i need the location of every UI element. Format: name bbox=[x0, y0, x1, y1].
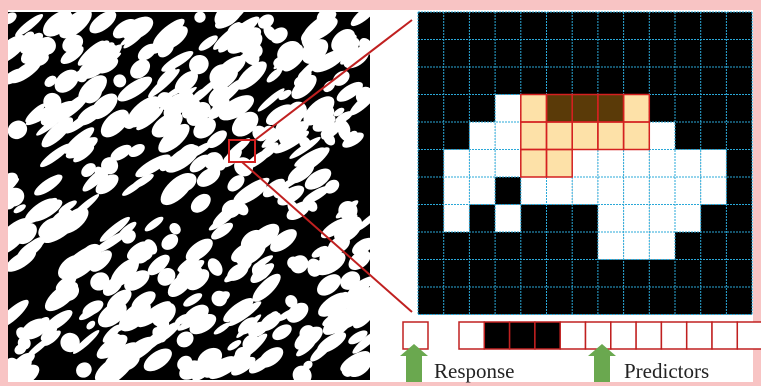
page: {"labels": {"response": "Response", "pre… bbox=[0, 0, 761, 386]
grid-cell bbox=[649, 232, 675, 260]
grid-cell bbox=[444, 205, 470, 233]
grid-cell bbox=[649, 205, 675, 233]
predictor-cell bbox=[737, 322, 761, 349]
grid-cell bbox=[675, 150, 701, 178]
predictor-cell bbox=[586, 322, 611, 349]
grid-cell bbox=[624, 232, 650, 260]
grid-cell bbox=[444, 177, 470, 205]
predictor-cell bbox=[636, 322, 661, 349]
grid-cell bbox=[701, 150, 727, 178]
grid-cell bbox=[547, 150, 573, 178]
grid-cell bbox=[649, 122, 675, 150]
grid-cell bbox=[624, 122, 650, 150]
grid-cell bbox=[598, 232, 624, 260]
predictor-cell bbox=[535, 322, 560, 349]
grid-cell bbox=[649, 150, 675, 178]
grid-cell bbox=[495, 122, 521, 150]
predictor-cell bbox=[484, 322, 509, 349]
grid-cell bbox=[495, 95, 521, 123]
predictor-cell bbox=[687, 322, 712, 349]
grid-cell bbox=[675, 205, 701, 233]
grid-cell bbox=[572, 95, 598, 123]
grid-cell bbox=[469, 177, 495, 205]
predictor-cell bbox=[459, 322, 484, 349]
grid-cell bbox=[521, 122, 547, 150]
grid-cell bbox=[572, 150, 598, 178]
grid-cell bbox=[624, 95, 650, 123]
predictors-label: Predictors bbox=[624, 359, 709, 383]
response-cell bbox=[403, 322, 428, 349]
grid-cell bbox=[598, 205, 624, 233]
figure: Response Predictors bbox=[0, 0, 761, 386]
grid-cell bbox=[572, 177, 598, 205]
grid-cell bbox=[649, 177, 675, 205]
grid-cell bbox=[495, 205, 521, 233]
grid-cell bbox=[572, 122, 598, 150]
grid-cell bbox=[598, 177, 624, 205]
grid-cell bbox=[598, 95, 624, 123]
grid-cell bbox=[624, 205, 650, 233]
grid-cell bbox=[701, 177, 727, 205]
grid-cell bbox=[624, 150, 650, 178]
grid-cell bbox=[521, 95, 547, 123]
grid-cell bbox=[598, 150, 624, 178]
grid-cell bbox=[624, 177, 650, 205]
predictor-cell bbox=[661, 322, 686, 349]
grid-cell bbox=[547, 95, 573, 123]
grid-cell bbox=[598, 122, 624, 150]
zoomed-grid bbox=[418, 12, 752, 315]
grid-cell bbox=[521, 177, 547, 205]
response-label: Response bbox=[434, 359, 515, 383]
grid-cell bbox=[675, 177, 701, 205]
predictor-cell bbox=[611, 322, 636, 349]
grid-cell bbox=[521, 150, 547, 178]
grid-cell bbox=[547, 177, 573, 205]
grid-cell bbox=[469, 122, 495, 150]
grid-cell bbox=[495, 150, 521, 178]
predictor-cell bbox=[510, 322, 535, 349]
grid-cell bbox=[444, 150, 470, 178]
grid-cell bbox=[547, 122, 573, 150]
predictor-cell bbox=[712, 322, 737, 349]
grid-cell bbox=[469, 150, 495, 178]
predictor-cell bbox=[560, 322, 585, 349]
